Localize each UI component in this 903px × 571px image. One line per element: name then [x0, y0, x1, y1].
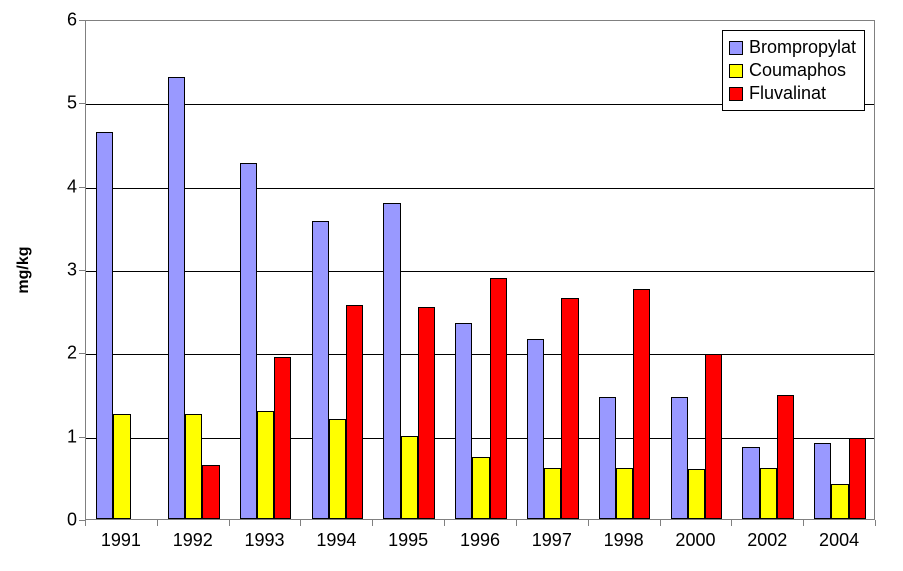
legend: BrompropylatCoumaphosFluvalinat [722, 30, 865, 111]
bar [849, 438, 866, 519]
x-tick-mark [875, 520, 876, 526]
x-tick-label: 2004 [819, 530, 859, 551]
gridline [86, 271, 874, 272]
y-tick-mark [79, 103, 85, 104]
legend-item: Fluvalinat [729, 83, 856, 104]
bar [777, 395, 794, 519]
gridline [86, 438, 874, 439]
bar [760, 468, 777, 519]
bar [329, 419, 346, 519]
x-tick-label: 2000 [675, 530, 715, 551]
bar [185, 414, 202, 519]
y-tick-label: 0 [51, 510, 77, 531]
bar [455, 323, 472, 519]
y-tick-mark [79, 437, 85, 438]
x-tick-mark [229, 520, 230, 526]
x-tick-mark [516, 520, 517, 526]
x-tick-label: 1995 [388, 530, 428, 551]
x-tick-mark [300, 520, 301, 526]
x-tick-mark [372, 520, 373, 526]
bar [418, 307, 435, 519]
y-tick-label: 3 [51, 260, 77, 281]
bar [705, 354, 722, 519]
y-tick-mark [79, 20, 85, 21]
bar [346, 305, 363, 519]
bar [168, 77, 185, 519]
y-axis-label: mg/kg [15, 246, 33, 293]
x-tick-mark [660, 520, 661, 526]
y-tick-mark [79, 270, 85, 271]
x-tick-label: 2002 [747, 530, 787, 551]
legend-label: Coumaphos [749, 60, 846, 81]
x-tick-label: 1996 [460, 530, 500, 551]
bar [742, 447, 759, 519]
x-tick-label: 1998 [604, 530, 644, 551]
legend-swatch [729, 41, 743, 55]
x-tick-label: 1992 [173, 530, 213, 551]
bar [831, 484, 848, 519]
bar [616, 468, 633, 519]
bar [257, 411, 274, 519]
bar [240, 163, 257, 519]
x-tick-mark [85, 520, 86, 526]
bar [527, 339, 544, 519]
y-tick-mark [79, 187, 85, 188]
legend-item: Brompropylat [729, 37, 856, 58]
legend-item: Coumaphos [729, 60, 856, 81]
x-tick-label: 1994 [316, 530, 356, 551]
chart-container: mg/kg BrompropylatCoumaphosFluvalinat 0 1… [0, 0, 903, 571]
y-tick-label: 2 [51, 343, 77, 364]
gridline [86, 188, 874, 189]
x-tick-label: 1991 [101, 530, 141, 551]
bar [688, 469, 705, 519]
legend-label: Fluvalinat [749, 83, 826, 104]
legend-swatch [729, 87, 743, 101]
x-tick-mark [731, 520, 732, 526]
bar [383, 203, 400, 519]
legend-label: Brompropylat [749, 37, 856, 58]
y-tick-label: 6 [51, 10, 77, 31]
bar [561, 298, 578, 519]
bar [113, 414, 130, 519]
bar [544, 468, 561, 519]
y-tick-label: 5 [51, 93, 77, 114]
y-tick-label: 4 [51, 176, 77, 197]
x-tick-label: 1997 [532, 530, 572, 551]
bar [202, 465, 219, 519]
x-tick-mark [444, 520, 445, 526]
legend-swatch [729, 64, 743, 78]
bar [671, 397, 688, 519]
bar [599, 397, 616, 519]
bar [814, 443, 831, 519]
y-tick-label: 1 [51, 426, 77, 447]
y-tick-mark [79, 353, 85, 354]
x-tick-label: 1993 [245, 530, 285, 551]
bar [96, 132, 113, 520]
bar [633, 289, 650, 519]
bar [472, 457, 489, 519]
x-tick-mark [588, 520, 589, 526]
bar [312, 221, 329, 519]
x-tick-mark [803, 520, 804, 526]
bar [490, 278, 507, 519]
x-tick-mark [157, 520, 158, 526]
gridline [86, 354, 874, 355]
bar [274, 357, 291, 519]
bar [401, 436, 418, 519]
